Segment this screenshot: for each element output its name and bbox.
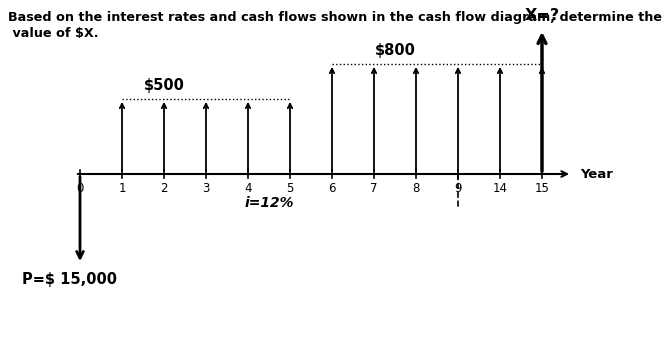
Text: 15: 15 <box>535 182 550 195</box>
Text: value of $X.: value of $X. <box>8 27 99 40</box>
Text: 3: 3 <box>203 182 209 195</box>
Text: Year: Year <box>580 168 613 181</box>
Text: 0: 0 <box>76 182 84 195</box>
Text: 8: 8 <box>412 182 419 195</box>
Text: 5: 5 <box>287 182 294 195</box>
Text: Based on the interest rates and cash flows shown in the cash flow diagram, deter: Based on the interest rates and cash flo… <box>8 11 662 24</box>
Text: i=12%: i=12% <box>244 196 294 210</box>
Text: $800: $800 <box>374 43 415 58</box>
Text: 6: 6 <box>328 182 336 195</box>
Text: 7: 7 <box>370 182 378 195</box>
Text: X=?: X=? <box>525 8 560 23</box>
Text: P=$ 15,000: P=$ 15,000 <box>23 272 117 287</box>
Text: 2: 2 <box>160 182 168 195</box>
Text: $500: $500 <box>144 78 185 93</box>
Text: 14: 14 <box>493 182 507 195</box>
Text: 1: 1 <box>118 182 125 195</box>
Text: 9: 9 <box>454 182 462 195</box>
Text: 4: 4 <box>244 182 252 195</box>
